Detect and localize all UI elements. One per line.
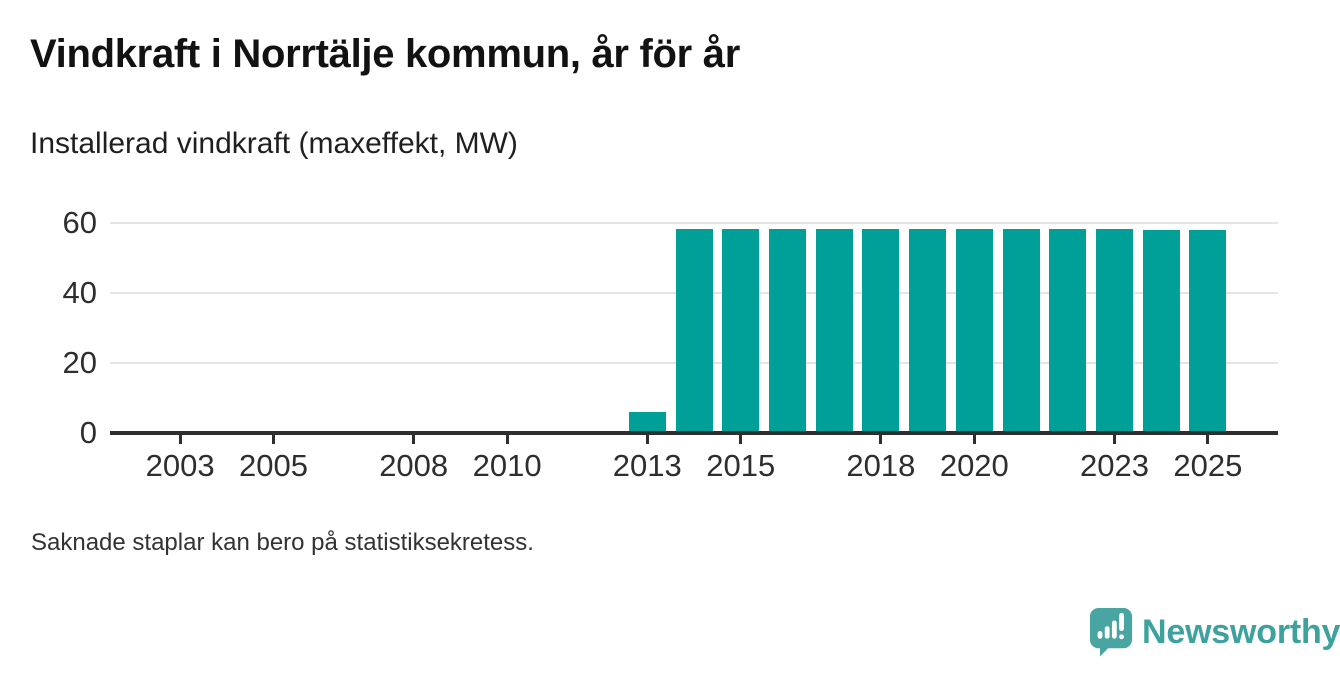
bar-2025 [1189, 230, 1227, 433]
x-tick-2005 [272, 434, 276, 444]
x-tick-label-2020: 2020 [939, 448, 1009, 483]
newsworthy-logo-text: Newsworthy [1142, 612, 1340, 651]
x-tick-label-2003: 2003 [145, 448, 215, 483]
x-tick-2018 [879, 434, 883, 444]
x-tick-2023 [1112, 434, 1116, 444]
bar-2015 [722, 228, 760, 433]
newsworthy-logo: Newsworthy [1088, 606, 1340, 658]
y-tick-label-20: 20 [62, 344, 97, 380]
x-axis-line [110, 430, 1278, 435]
bar-2018 [862, 228, 900, 433]
y-tick-label-40: 40 [62, 274, 97, 310]
chart-title: Vindkraft i Norrtälje kommun, år för år [30, 32, 740, 76]
footnote: Saknade staplar kan bero på statistiksek… [31, 529, 534, 556]
bar-2013 [628, 411, 666, 433]
x-tick-label-2015: 2015 [706, 448, 776, 483]
y-tick-label-60: 60 [62, 204, 97, 240]
x-tick-label-2010: 2010 [472, 448, 542, 483]
x-tick-2003 [178, 434, 182, 444]
chart-subtitle: Installerad vindkraft (maxeffekt, MW) [30, 127, 518, 160]
x-tick-2025 [1206, 434, 1210, 444]
y-tick-label-0: 0 [79, 414, 97, 450]
x-tick-label-2008: 2008 [379, 448, 449, 483]
x-tick-label-2013: 2013 [612, 448, 682, 483]
bar-2023 [1095, 228, 1133, 433]
x-tick-2008 [412, 434, 416, 444]
x-tick-2015 [739, 434, 743, 444]
x-tick-label-2025: 2025 [1173, 448, 1243, 483]
bar-2017 [815, 228, 853, 433]
bar-2022 [1049, 228, 1087, 433]
bar-2024 [1142, 230, 1180, 433]
bar-2020 [955, 228, 993, 433]
x-tick-2020 [972, 434, 976, 444]
bar-2019 [909, 228, 947, 433]
x-tick-label-2005: 2005 [239, 448, 308, 483]
x-tick-label-2018: 2018 [846, 448, 916, 483]
bar-2014 [675, 228, 713, 433]
bar-2021 [1002, 228, 1040, 433]
x-tick-2010 [505, 434, 509, 444]
x-tick-label-2023: 2023 [1079, 448, 1149, 483]
bar-2016 [768, 228, 806, 433]
gridline-60 [110, 221, 1278, 224]
newsworthy-speech-bubble-icon [1089, 608, 1133, 657]
x-tick-2013 [645, 434, 649, 444]
